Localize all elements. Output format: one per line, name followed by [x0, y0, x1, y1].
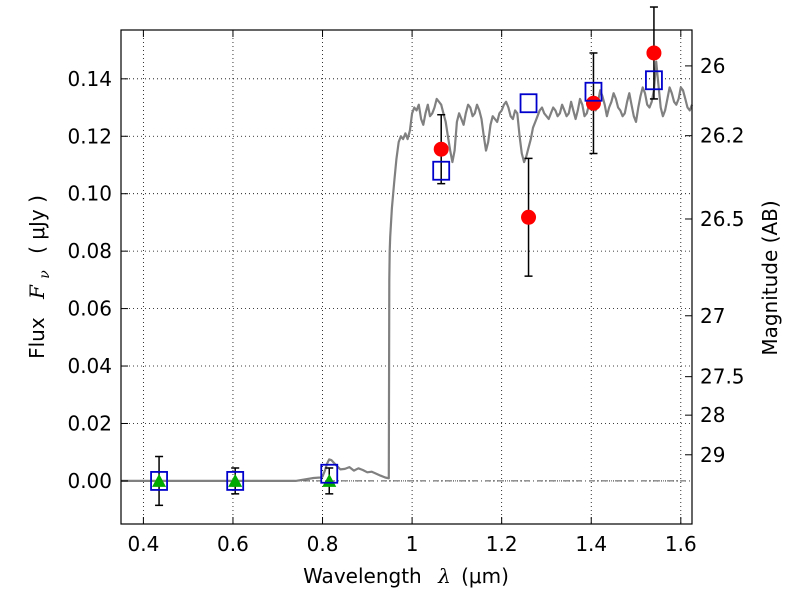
observed-flux-point — [521, 209, 537, 225]
model-flux-point — [645, 70, 663, 91]
x-tick-label: 1.4 — [575, 532, 607, 556]
model-flux-point — [150, 471, 168, 491]
y-tick-label: 0.04 — [67, 354, 112, 378]
model-flux-point — [320, 463, 339, 484]
x-axis-label-symbol: λ — [437, 564, 451, 588]
upper-limit-point — [152, 473, 167, 487]
model-flux-point — [226, 471, 245, 491]
mag-tick-label: 26.2 — [700, 124, 745, 148]
y-tick-label: 0.12 — [67, 124, 112, 148]
mag-tick-label: 27.5 — [700, 365, 745, 389]
mag-tick-label: 26 — [700, 54, 725, 78]
y-tick-label: 0.08 — [67, 239, 112, 263]
y-tick-label: 0.00 — [67, 469, 112, 493]
model-flux-point — [519, 93, 538, 114]
y2-axis-label: Magnitude (AB) — [758, 200, 782, 355]
y-axis-label-symbol: F — [25, 284, 49, 300]
y-tick-label: 0.02 — [67, 411, 112, 435]
y-tick-label: 0.06 — [67, 297, 112, 321]
x-tick-label: 1.2 — [486, 532, 518, 556]
upper-limit-point — [228, 473, 243, 487]
y-axis-label: Flux F ν ( μJy ) — [25, 195, 54, 359]
observed-flux-point — [585, 95, 601, 111]
mag-tick-label: 28 — [700, 403, 725, 427]
axis-ticks: 0.4 0.6 0.8 1 1.2 1.4 1.6 0.00 0.02 0.04 0.06 0.08 0… — [67, 30, 745, 556]
observed-flux-point — [646, 45, 662, 61]
x-tick-label: 1.6 — [665, 532, 697, 556]
model-spectrum-line — [121, 60, 694, 482]
y-axis-label-unit: ( μJy ) — [25, 195, 49, 254]
x-axis-label-unit: (μm) — [461, 564, 509, 588]
mag-tick-label: 27 — [700, 304, 725, 328]
x-axis-label: Wavelength λ (μm) — [303, 564, 509, 588]
y-tick-label: 0.10 — [67, 182, 112, 206]
data-markers — [150, 6, 663, 507]
model-flux-point — [432, 160, 451, 181]
y-axis-label-text: Flux — [25, 317, 49, 359]
mag-tick-label: 26.5 — [700, 207, 745, 231]
x-tick-label: 0.6 — [217, 532, 249, 556]
x-tick-label: 0.8 — [307, 532, 339, 556]
x-tick-label: 1 — [406, 532, 419, 556]
x-tick-label: 0.4 — [127, 532, 159, 556]
mag-tick-label: 29 — [700, 443, 725, 467]
y-tick-label: 0.14 — [67, 67, 112, 91]
y-axis-label-sub: ν — [37, 270, 53, 279]
model-flux-point — [584, 81, 603, 102]
x-axis-label-text: Wavelength — [303, 564, 422, 588]
upper-limit-point — [322, 473, 337, 487]
plot-frame — [120, 29, 693, 525]
observed-flux-point — [433, 141, 449, 157]
